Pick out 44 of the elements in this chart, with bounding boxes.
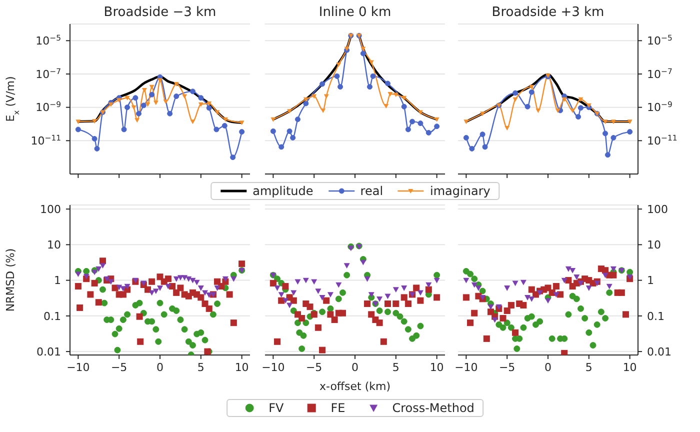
x-tick-label: −10 [262,360,285,374]
x-tick-label: 10 [622,360,637,374]
legend-label: FV [268,401,284,415]
legend-label: FE [330,401,346,415]
y2-tick-label: 100 [647,202,668,216]
x-tick-label: 0 [352,360,358,374]
y2-tick-label: 10$^{−7}$ [647,66,672,81]
y2-tick-label: 10$^{−5}$ [647,33,672,48]
y2-tick-label: 10 [647,238,661,252]
y-tick-label: 1 [54,274,61,288]
legend-label: imaginary [430,184,490,198]
y-tick-label: 0.1 [44,310,61,323]
y-tick-label: 10$^{−11}$ [30,133,62,148]
x-tick-label: −10 [454,360,478,374]
chart-title: Inline 0 km [318,5,392,20]
x-tick-label: 0 [156,360,164,374]
x-tick-label: −5 [110,360,128,374]
y-tick-label: 100 [40,202,61,216]
legend-label: real [360,184,384,198]
x-tick-label: 5 [392,360,400,374]
x-axis-title: x-offset (km) [320,380,390,393]
legend-label: Cross-Method [392,401,474,415]
x-tick-label: 5 [585,360,592,374]
chart-title: Broadside −3 km [104,5,216,20]
legend-label: amplitude [252,184,314,198]
y2-tick-label: 0.01 [647,345,672,358]
x-tick-label: −10 [66,360,90,374]
y-tick-label: 10$^{−9}$ [36,100,62,114]
y-tick-label: 10 [47,238,61,252]
y2-tick-label: 1 [647,274,654,288]
chart-title: Broadside +3 km [492,5,604,20]
y2-tick-label: 10$^{−11}$ [647,133,678,148]
x-tick-label: 5 [197,360,204,374]
y-tick-label: 0.01 [36,345,61,358]
y-tick-label: 10$^{−5}$ [36,33,62,48]
y-tick-label: 10$^{−7}$ [36,66,62,81]
x-tick-label: 10 [234,360,249,374]
x-tick-label: −5 [498,360,516,374]
x-tick-label: −5 [306,360,322,374]
y2-tick-label: 0.1 [647,310,664,323]
x-tick-label: 10 [430,360,444,374]
y-axis-title: NRMSD (%) [4,248,17,312]
x-tick-label: 0 [544,360,552,374]
y2-tick-label: 10$^{−9}$ [647,100,672,114]
